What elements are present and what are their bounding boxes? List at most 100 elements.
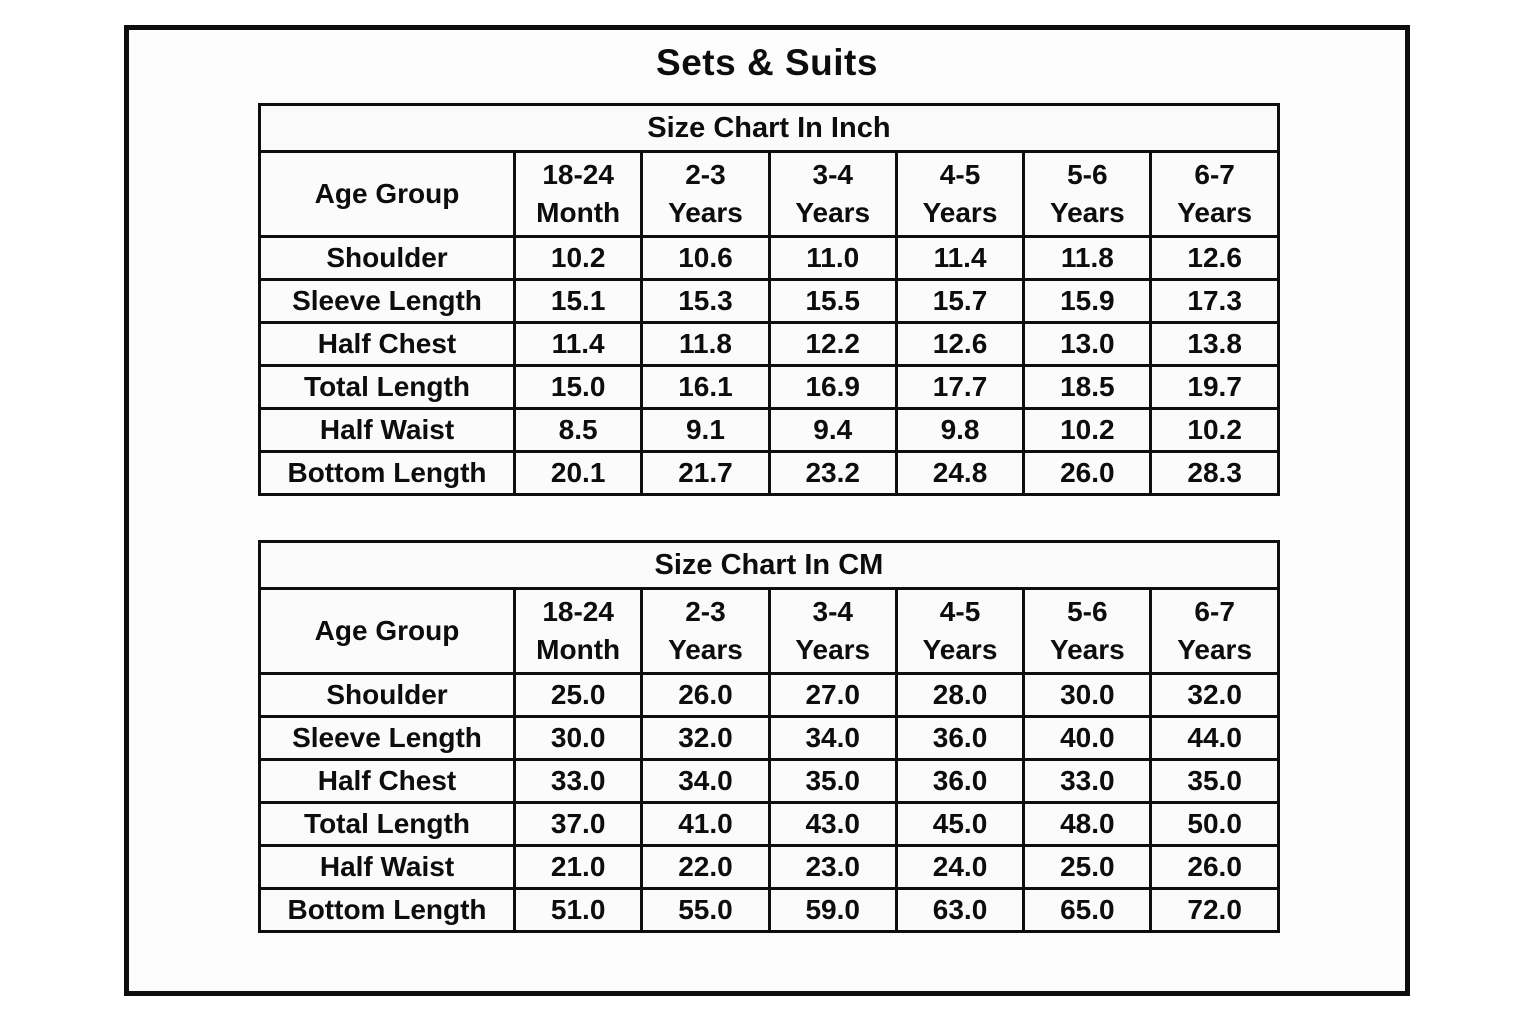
table-row-total-length: Total Length 37.0 41.0 43.0 45.0 48.0 50…: [258, 801, 1280, 847]
cell-value: 40.0: [1022, 715, 1153, 761]
cell-value: 13.0: [1022, 321, 1153, 367]
cell-value: 20.1: [512, 450, 644, 496]
cell-value: 22.0: [640, 844, 771, 890]
cell-value: 16.1: [640, 364, 771, 410]
cell-value: 44.0: [1149, 715, 1280, 761]
cell-value: 9.4: [767, 407, 898, 453]
cell-value: 65.0: [1022, 887, 1153, 933]
cell-value: 11.8: [640, 321, 771, 367]
table-row-half-waist: Half Waist 21.0 22.0 23.0 24.0 25.0 26.0: [258, 844, 1280, 890]
table-title-row: Size Chart In CM: [258, 540, 1280, 590]
cell-value: 8.5: [512, 407, 644, 453]
cell-value: 32.0: [640, 715, 771, 761]
corner-header-age-group: Age Group: [258, 150, 516, 238]
cell-value: 10.2: [1149, 407, 1280, 453]
cell-value: 26.0: [640, 672, 771, 718]
cell-value: 34.0: [640, 758, 771, 804]
cell-value: 21.0: [512, 844, 644, 890]
cell-value: 51.0: [512, 887, 644, 933]
table-title: Size Chart In Inch: [258, 103, 1280, 153]
column-header-3-4-years: 3-4 Years: [767, 587, 898, 675]
cell-value: 12.6: [1149, 235, 1280, 281]
row-label: Bottom Length: [258, 887, 516, 933]
cell-value: 24.0: [894, 844, 1026, 890]
cell-value: 11.0: [767, 235, 898, 281]
table-row-bottom-length: Bottom Length 51.0 55.0 59.0 63.0 65.0 7…: [258, 887, 1280, 933]
table-row-sleeve-length: Sleeve Length 30.0 32.0 34.0 36.0 40.0 4…: [258, 715, 1280, 761]
table-row-total-length: Total Length 15.0 16.1 16.9 17.7 18.5 19…: [258, 364, 1280, 410]
cell-value: 36.0: [894, 758, 1026, 804]
cell-value: 27.0: [767, 672, 898, 718]
column-header-line: 3-4: [812, 596, 853, 627]
table-header-row: Age Group 18-24 Month 2-3 Years 3-4 Years 4…: [258, 587, 1280, 675]
cell-value: 13.8: [1149, 321, 1280, 367]
column-header-line: Years: [795, 197, 871, 228]
table-title: Size Chart In CM: [258, 540, 1280, 590]
table-row-half-chest: Half Chest 11.4 11.8 12.2 12.6 13.0 13.8: [258, 321, 1280, 367]
column-header-line: Years: [1049, 634, 1125, 665]
cell-value: 25.0: [512, 672, 644, 718]
cell-value: 10.2: [512, 235, 644, 281]
column-header-2-3-years: 2-3 Years: [640, 150, 771, 238]
row-label: Shoulder: [258, 672, 516, 718]
cell-value: 36.0: [894, 715, 1026, 761]
table-header-row: Age Group 18-24 Month 2-3 Years 3-4 Years 4…: [258, 150, 1280, 238]
table-row-bottom-length: Bottom Length 20.1 21.7 23.2 24.8 26.0 2…: [258, 450, 1280, 496]
cell-value: 15.7: [894, 278, 1026, 324]
column-header-line: Years: [1177, 197, 1253, 228]
cell-value: 16.9: [767, 364, 898, 410]
cell-value: 15.1: [512, 278, 644, 324]
cell-value: 72.0: [1149, 887, 1280, 933]
cell-value: 35.0: [767, 758, 898, 804]
cell-value: 59.0: [767, 887, 898, 933]
cell-value: 55.0: [640, 887, 771, 933]
table-row-sleeve-length: Sleeve Length 15.1 15.3 15.5 15.7 15.9 1…: [258, 278, 1280, 324]
cell-value: 15.5: [767, 278, 898, 324]
corner-header-age-group: Age Group: [258, 587, 516, 675]
column-header-line: 2-3: [685, 596, 726, 627]
cell-value: 26.0: [1022, 450, 1153, 496]
column-header-line: 4-5: [939, 159, 981, 190]
cell-value: 23.0: [767, 844, 898, 890]
cell-value: 41.0: [640, 801, 771, 847]
column-header-line: Month: [536, 197, 621, 228]
page-title: Sets & Suits: [656, 42, 878, 83]
cell-value: 63.0: [894, 887, 1026, 933]
size-chart-cm-table: Size Chart In CM Age Group 18-24 Month 2-…: [258, 540, 1280, 933]
column-header-18-24-month: 18-24 Month: [512, 587, 644, 675]
cell-value: 11.4: [894, 235, 1026, 281]
cell-value: 26.0: [1149, 844, 1280, 890]
row-label: Half Waist: [258, 407, 516, 453]
column-header-line: Years: [668, 197, 743, 228]
table-row-shoulder: Shoulder 10.2 10.6 11.0 11.4 11.8 12.6: [258, 235, 1280, 281]
column-header-line: Years: [1049, 197, 1125, 228]
row-label: Half Waist: [258, 844, 516, 890]
cell-value: 28.3: [1149, 450, 1280, 496]
cell-value: 18.5: [1022, 364, 1153, 410]
column-header-line: Month: [536, 634, 621, 665]
cell-value: 17.3: [1149, 278, 1280, 324]
column-header-4-5-years: 4-5 Years: [894, 587, 1026, 675]
cell-value: 33.0: [1022, 758, 1153, 804]
cell-value: 10.2: [1022, 407, 1153, 453]
cell-value: 50.0: [1149, 801, 1280, 847]
column-header-line: Years: [795, 634, 871, 665]
cell-value: 30.0: [1022, 672, 1153, 718]
column-header-line: Years: [1177, 634, 1253, 665]
column-header-3-4-years: 3-4 Years: [767, 150, 898, 238]
cell-value: 11.8: [1022, 235, 1153, 281]
outer-frame: Sets & Suits Size Chart In Inch Age Grou…: [124, 25, 1410, 996]
table-row-shoulder: Shoulder 25.0 26.0 27.0 28.0 30.0 32.0: [258, 672, 1280, 718]
cell-value: 21.7: [640, 450, 771, 496]
row-label: Shoulder: [258, 235, 516, 281]
column-header-6-7-years: 6-7 Years: [1149, 587, 1280, 675]
table-row-half-waist: Half Waist 8.5 9.1 9.4 9.8 10.2 10.2: [258, 407, 1280, 453]
cell-value: 23.2: [767, 450, 898, 496]
cell-value: 43.0: [767, 801, 898, 847]
cell-value: 35.0: [1149, 758, 1280, 804]
column-header-5-6-years: 5-6 Years: [1022, 587, 1153, 675]
column-header-line: 18-24: [542, 596, 614, 627]
cell-value: 9.1: [640, 407, 771, 453]
cell-value: 30.0: [512, 715, 644, 761]
cell-value: 24.8: [894, 450, 1026, 496]
